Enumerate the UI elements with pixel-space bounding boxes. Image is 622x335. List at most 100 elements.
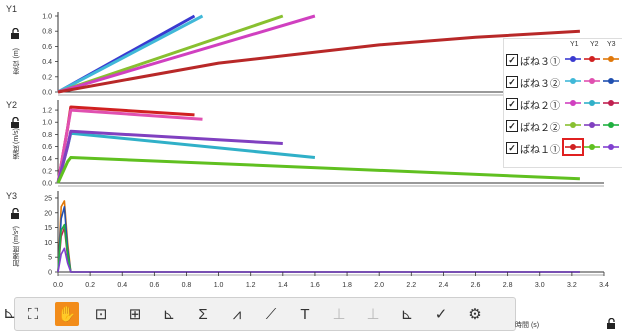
legend-item[interactable]: ✓ ばね３① [504, 51, 622, 69]
series-line [56, 129, 283, 184]
lock-icon[interactable] [10, 28, 22, 40]
series-line [57, 29, 580, 94]
panel-y3-label: Y3 [6, 191, 18, 201]
x-tick-label: 0.4 [117, 282, 127, 289]
legend-checkbox[interactable]: ✓ [506, 142, 518, 154]
x-tick-label: 2.4 [439, 282, 449, 289]
lock-icon[interactable] [606, 318, 618, 330]
legend-label: ばね１① [520, 145, 560, 156]
x-tick-label: 2.2 [406, 282, 416, 289]
legend-checkbox[interactable]: ✓ [506, 120, 518, 132]
graph-area[interactable]: 1.0 0.8 0.6 0.4 0.2 0.0 1.2 1.0 0.8 0.6 0.4 0.2 0.0 2… [0, 0, 622, 295]
y-tick-label: 0.4 [42, 156, 52, 163]
legend-marker[interactable] [602, 118, 620, 132]
series-line [57, 206, 580, 273]
legend-marker[interactable] [583, 74, 601, 88]
legend-marker[interactable] [602, 52, 620, 66]
legend-label: ばね２① [520, 101, 560, 112]
legend-marker[interactable] [564, 118, 582, 132]
legend-checkbox[interactable]: ✓ [506, 54, 518, 66]
x-tick-label: 1.0 [214, 282, 224, 289]
legend-panel: Y1 Y2 Y3 ✓ ばね３① ✓ ばね３② ✓ ばね２① ✓ ばね２② ✓ ばね１① [503, 38, 622, 168]
lock-icon[interactable] [10, 208, 22, 220]
x-tick-label: 1.4 [278, 282, 288, 289]
x-tick-label: 0.8 [182, 282, 192, 289]
fullscreen-icon[interactable]: ⛶ [27, 305, 39, 323]
step-icon[interactable]: ⊾ [400, 306, 414, 323]
area-icon[interactable]: ⊥ [366, 306, 380, 323]
legend-label: ばね３① [520, 57, 560, 68]
x-axis-title: 時間 (s) [515, 322, 540, 329]
x-tick-label: 1.8 [342, 282, 352, 289]
legend-item[interactable]: ✓ ばね２② [504, 117, 622, 135]
x-tick-label: 3.0 [535, 282, 545, 289]
legend-col-y1: Y1 [570, 41, 579, 48]
legend-marker[interactable] [583, 118, 601, 132]
legend-marker[interactable] [583, 140, 601, 154]
y-tick-label: 1.0 [42, 14, 52, 21]
curve-fit-icon[interactable]: ⟋ [265, 305, 277, 323]
legend-checkbox[interactable]: ✓ [506, 98, 518, 110]
legend-item[interactable]: ✓ ばね１① [504, 138, 622, 157]
y-tick-label: 0.4 [42, 59, 52, 66]
y-tick-label: 1.0 [42, 120, 52, 127]
legend-marker[interactable] [564, 96, 582, 110]
y-tick-label: 0.6 [42, 144, 52, 151]
series-line [57, 226, 580, 273]
y-tick-label: 10 [44, 240, 52, 247]
series-line [56, 108, 203, 184]
x-tick-label: 0.2 [85, 282, 95, 289]
toolbar: ⛶ ✋ ⊡ ⊞ ⊾ Σ ⩘ ⟋ T ⊥ ⊥ ⊾ ✓ ⚙ [14, 297, 516, 331]
zoom-fit-icon[interactable]: ⊞ [128, 306, 142, 323]
panel-y1-label: Y1 [6, 4, 18, 14]
x-tick-label: 2.6 [471, 282, 481, 289]
axis-icon[interactable]: ⊾ [162, 306, 176, 323]
legend-marker[interactable] [602, 96, 620, 110]
legend-marker[interactable] [564, 52, 582, 66]
series-line [57, 223, 580, 273]
lock-icon[interactable] [10, 117, 22, 129]
y-tick-label: 25 [44, 195, 52, 202]
series-line [57, 14, 316, 94]
legend-item[interactable]: ✓ ばね３② [504, 73, 622, 91]
x-tick-label: 2.0 [374, 282, 384, 289]
x-tick-label: 3.4 [599, 282, 609, 289]
legend-checkbox[interactable]: ✓ [506, 76, 518, 88]
legend-col-y3: Y3 [607, 41, 616, 48]
text-tool-icon[interactable]: T [300, 305, 310, 323]
y-tick-label: 0.8 [42, 132, 52, 139]
series-line [57, 200, 580, 273]
legend-marker[interactable] [583, 96, 601, 110]
x-tick-label: 2.8 [503, 282, 513, 289]
legend-marker[interactable] [562, 138, 584, 156]
series-line [57, 14, 204, 94]
legend-label: ばね２② [520, 123, 560, 134]
legend-marker[interactable] [564, 74, 582, 88]
series-line [57, 247, 580, 273]
graph-type-icon[interactable]: ⊾ [3, 305, 17, 322]
y-tick-label: 0.0 [42, 181, 52, 188]
y-tick-label: 0.2 [42, 74, 52, 81]
sum-icon[interactable]: Σ [198, 305, 208, 323]
gear-icon[interactable]: ⚙ [468, 306, 482, 323]
tangent-icon[interactable]: ⩘ [232, 305, 242, 323]
y-tick-label: 15 [44, 225, 52, 232]
y-tick-label: 0.2 [42, 168, 52, 175]
delta-icon[interactable]: ⊥ [332, 306, 346, 323]
y-tick-label: 5 [48, 255, 52, 262]
legend-marker[interactable] [602, 140, 620, 154]
x-tick-label: 1.6 [310, 282, 320, 289]
hand-tool-icon[interactable]: ✋ [55, 302, 79, 326]
legend-marker[interactable] [583, 52, 601, 66]
legend-item[interactable]: ✓ ばね２① [504, 95, 622, 113]
y-tick-label: 0.8 [42, 29, 52, 36]
zoom-box-icon[interactable]: ⊡ [94, 306, 108, 323]
legend-marker[interactable] [602, 74, 620, 88]
x-tick-label: 3.2 [567, 282, 577, 289]
x-tick-label: 0.0 [53, 282, 63, 289]
series-line [56, 156, 580, 184]
y-tick-label: 0.6 [42, 44, 52, 51]
y-tick-label: 1.2 [42, 108, 52, 115]
check-icon[interactable]: ✓ [434, 306, 448, 323]
legend-label: ばね３② [520, 79, 560, 90]
